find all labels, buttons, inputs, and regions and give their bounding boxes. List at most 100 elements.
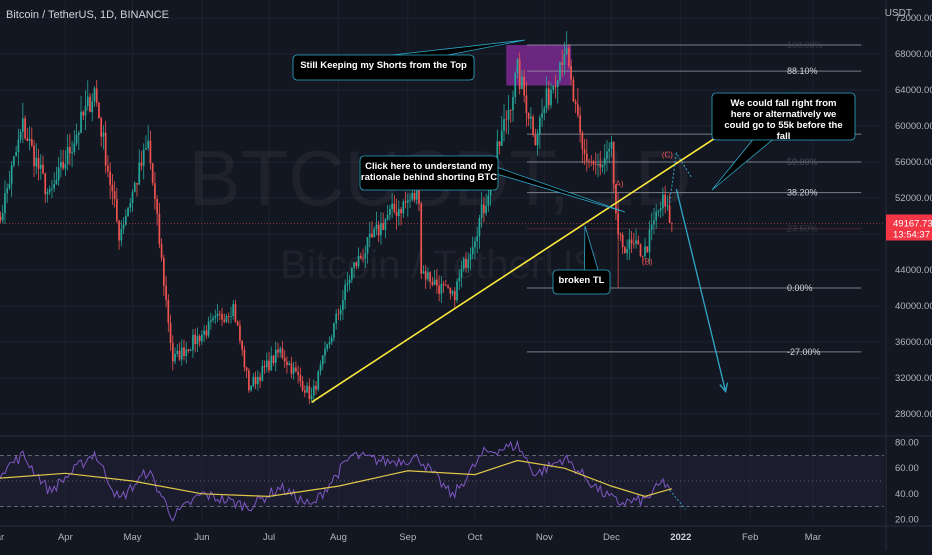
candle-body [588,160,590,162]
candle-body [512,96,514,111]
candle-body [198,336,201,342]
candle-body [467,259,470,268]
candle-body [10,165,13,184]
candle-body [436,279,438,286]
candle-body [521,76,523,90]
candle-body [171,342,174,362]
price-axis-tick-label: 64000.00 [895,85,932,96]
candle-body [413,192,416,200]
candle-body [308,385,311,399]
callout-broken-tl-text: broken TL [559,275,605,286]
time-axis-tick-label: Mar [805,532,821,543]
candle-body [550,89,552,106]
candle-body [447,285,449,288]
bearish-projection-arrow [675,188,727,392]
candle-body [250,386,252,391]
candle-body [639,244,642,256]
candle-body [359,255,362,258]
candle-body [254,376,257,385]
candle-body [541,113,543,118]
price-axis-tick-label: 44000.00 [895,265,932,276]
candle-body [178,350,181,360]
candle-body [127,207,129,216]
candle-body [245,367,248,371]
candle-body [192,334,194,351]
candle-body [456,281,458,301]
candle-body [335,313,338,324]
candle-body [227,316,230,317]
candle-body [581,132,584,150]
bearish-projection-arrow-head [719,382,729,393]
candle-body [288,363,291,366]
candle-body [221,313,223,320]
candle-body [35,157,38,167]
symbol-title[interactable]: Bitcoin / TetherUS, 1D, BINANCE [6,9,170,21]
candle-body [659,208,662,211]
candle-body [19,131,22,140]
candle-body [216,313,219,317]
candle-body [136,183,138,185]
candle-body [536,133,539,146]
candle-body [234,304,237,322]
candle-body [644,246,646,257]
candle-body [366,237,369,254]
candle-body [500,130,503,146]
candle-body [102,132,105,137]
candle-body [183,347,185,357]
candle-body [142,149,145,166]
candle-body [411,192,414,200]
candle-body [418,189,420,204]
candle-body [33,145,35,167]
candle-body [460,268,463,278]
candle-body [239,325,241,341]
candle-body [570,65,573,80]
candle-body [594,164,597,166]
rsi-axis-tick-label: 20.00 [895,514,919,525]
candle-body [147,140,150,148]
candle-body [326,344,329,349]
candle-body [28,139,31,141]
candle-body [165,285,167,300]
candle-body [113,191,116,200]
candle-body [348,279,351,284]
candle-body [402,201,405,214]
candle-body [653,220,655,225]
candles [0,31,673,405]
candle-body [236,321,239,326]
candle-body [668,205,671,223]
candle-body [66,147,69,164]
candle-body [185,349,188,357]
candle-body [534,135,537,146]
candle-body [82,111,85,116]
candle-body [319,364,322,372]
candle-body [13,156,15,166]
candle-body [91,101,94,113]
candle-body [312,385,315,396]
candle-body [579,115,581,133]
candle-body [230,316,232,317]
candle-body [69,147,71,154]
candle-body [279,348,282,353]
candle-body [565,48,568,55]
candle-body [572,79,575,102]
candle-body [516,59,519,73]
price-axis-unit: USDT [884,8,912,19]
candle-body [357,255,360,267]
candle-body [265,360,268,368]
candle-body [630,239,633,244]
callout-alternative-text: fall [777,131,791,142]
time-axis-tick-label: May [124,532,142,543]
candle-body [15,152,17,157]
candle-body [160,244,163,259]
time-axis-tick-label: Mar [0,532,4,543]
fib-level-label: 38.20% [787,188,818,198]
callout-alternative-text: here or alternatively we [731,109,837,120]
candle-body [422,271,425,274]
candle-body [46,191,49,195]
candle-body [187,349,190,351]
candle-body [77,132,80,135]
candle-body [22,118,24,132]
candle-body [268,360,270,371]
candle-body [303,390,306,393]
candle-body [527,113,530,119]
